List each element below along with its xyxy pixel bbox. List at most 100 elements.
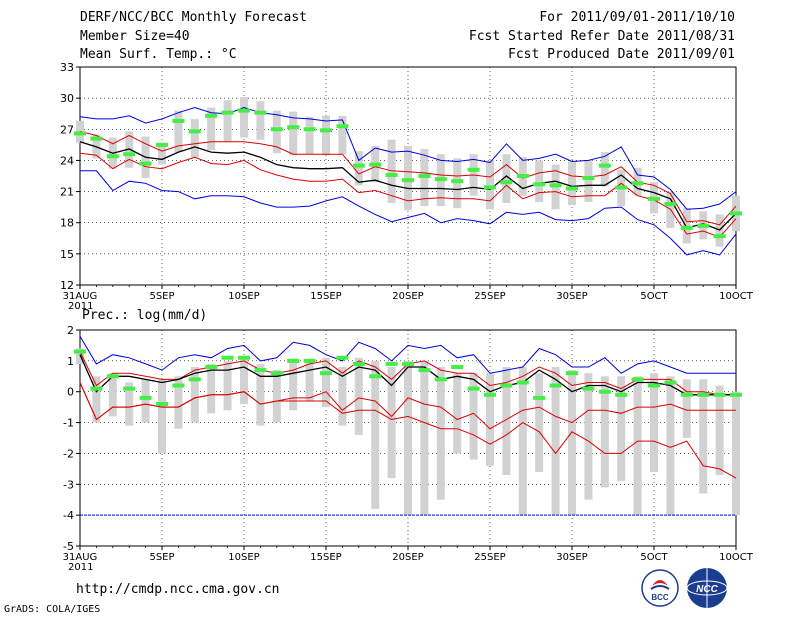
prec-x-tick-label: 5SEP [149,552,174,563]
bcc-logo-text: BCC [651,593,669,602]
prec-y-tick-label: -2 [63,447,74,460]
prec-x-year-label: 2011 [68,562,93,573]
prec-ensemble-box [518,367,527,516]
prec-x-tick-label: 20SEP [392,552,423,563]
temp-observed-marker [303,127,316,132]
prec-observed-marker [451,365,464,370]
temp-x-tick-label: 31AUG [63,291,98,302]
temp-x-tick-label: 20SEP [392,291,423,302]
temp-x-tick-label: 10SEP [228,291,259,302]
temp-observed-marker [484,185,496,190]
prec-observed-marker [188,377,201,382]
prec-ensemble-box [240,357,248,405]
prec-observed-marker [516,380,529,385]
prec-observed-marker [106,374,119,379]
temp-observed-marker [697,223,710,228]
temp-observed-marker [516,174,529,178]
prec-y-tick-label: -5 [63,540,74,553]
prec-ensemble-box [617,376,626,482]
temp-x-tick-label: 5SEP [149,291,174,302]
prec-ensemble-box [305,360,314,401]
prec-ensemble-box [322,357,330,408]
temp-ensemble-box [223,100,232,142]
prec-observed-marker [631,377,644,382]
temp-panel-label: Mean Surf. Temp.: °C [80,47,237,62]
prec-observed-marker [484,392,496,397]
temp-y-tick-label: 24 [60,154,74,167]
temp-series-min-line [80,170,737,256]
prec-ensemble-box [158,379,166,454]
temp-observed-marker [254,110,267,115]
prec-observed-marker [500,383,513,388]
prec-y-tick-label: -3 [63,478,74,491]
temp-ensemble-box [486,160,494,210]
temp-observed-marker [188,129,201,134]
prec-observed-marker [730,392,742,397]
prec-ensemble-box [338,367,347,426]
temp-observed-marker [648,196,660,201]
prec-ensemble-box [141,379,150,423]
prec-ensemble-box [486,373,494,466]
prec-observed-marker [123,386,136,391]
prec-ensemble-box [633,376,642,516]
temp-observed-marker [467,167,480,172]
prec-y-tick-label: 0 [67,386,74,399]
bcc-logo-wave [650,585,670,590]
prec-ensemble-box [535,373,544,472]
source-url[interactable]: http://cmdp.ncc.cma.gov.cn [76,582,280,597]
temp-observed-marker [549,183,562,188]
temp-observed-marker [287,125,300,130]
temp-x-tick-label: 30SEP [556,291,587,302]
prec-observed-marker [303,358,316,363]
prec-ensemble-box [108,373,117,417]
prec-observed-marker [467,386,480,391]
temp-y-tick-label: 21 [60,186,74,199]
temp-observed-marker [664,202,677,207]
prec-observed-marker [74,349,86,354]
temp-ensemble-box [535,160,544,202]
temp-ensemble-box [354,151,363,186]
temp-observed-marker [615,185,628,190]
temp-observed-marker [336,124,349,129]
prec-observed-marker [156,402,168,407]
temp-ensemble-box [584,160,593,202]
temp-observed-marker [598,163,611,168]
temp-ensemble-box [387,139,396,203]
prec-observed-marker [385,361,398,366]
prec-observed-marker [336,355,349,360]
header-right: For 2011/09/01-2011/10/10 Fcst Started R… [469,9,735,65]
prec-ensemble-box [732,391,740,516]
temp-observed-marker [582,176,595,181]
prec-observed-marker [320,371,332,376]
prec-ensemble-box [502,367,511,476]
temp-ensemble-box [404,145,412,211]
temp-observed-marker [730,211,742,216]
prec-ensemble-box [469,373,478,460]
temp-observed-marker [533,182,546,187]
temp-observed-marker [402,178,414,183]
prec-observed-marker [598,389,611,394]
temp-x-tick-label: 15SEP [310,291,341,302]
prec-series-mean-line [79,354,736,396]
prec-observed-marker [369,374,382,379]
temp-ensemble-box [256,101,265,140]
temp-observed-marker [90,136,103,141]
prec-x-tick-label: 15SEP [310,552,341,563]
prec-observed-marker [139,395,152,400]
temp-observed-marker [352,163,365,168]
prec-x-tick-label: 10SEP [228,552,259,563]
chart-title: DERF/NCC/BCC Monthly Forecast [80,10,307,25]
temp-ensemble-box [207,107,216,151]
prec-ensemble-box [387,367,396,479]
prec-series-max-line [79,335,736,374]
prec-observed-marker [549,383,562,388]
temp-ensemble-box [190,118,199,158]
temp-observed-marker [106,154,119,159]
prec-observed-marker [434,377,447,382]
prec-series-p01-line [79,382,737,479]
prec-ensemble-box [289,360,298,411]
prec-ensemble-box [453,373,462,454]
temp-observed-marker [74,131,86,136]
prec-ensemble-box [371,360,380,509]
